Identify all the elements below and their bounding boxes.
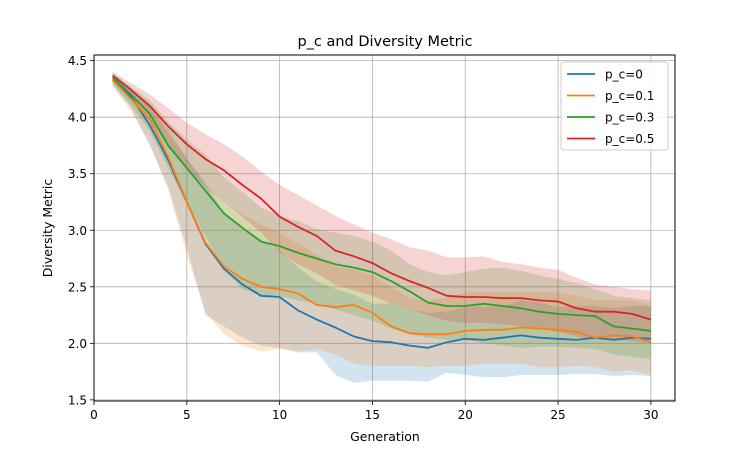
- x-tick-label: 30: [643, 408, 658, 422]
- y-tick-label: 1.5: [68, 393, 87, 407]
- y-tick-label: 4.0: [68, 111, 87, 125]
- x-tick-label: 5: [183, 408, 191, 422]
- chart-title: p_c and Diversity Metric: [297, 34, 472, 50]
- x-tick-label: 10: [272, 408, 287, 422]
- legend-label: p_c=0.3: [605, 111, 654, 125]
- line-series-2: [111, 76, 652, 332]
- y-axis-label: Diversity Metric: [40, 179, 55, 278]
- band-series-3: [112, 72, 651, 344]
- y-tick-label: 3.0: [68, 224, 87, 238]
- x-tick-label: 25: [550, 408, 565, 422]
- legend-box: [560, 61, 669, 151]
- legend-label: p_c=0.1: [605, 89, 654, 103]
- x-tick-label: 15: [365, 408, 380, 422]
- line-series-3: [112, 74, 652, 321]
- y-tick-label: 3.5: [68, 167, 87, 181]
- y-tick-label: 2.0: [68, 337, 87, 351]
- y-tick-label: 2.5: [68, 280, 87, 294]
- line-series-1: [111, 79, 652, 344]
- x-tick-label: 20: [458, 408, 473, 422]
- grid: [93, 55, 675, 401]
- axis-ticks: 0 5 10 15 20 25 30 1.5 2.0 2.5 3.0 3.5 4.0 4.5: [68, 54, 659, 422]
- x-axis-label: Generation: [350, 429, 420, 444]
- plot-frame: [93, 54, 676, 402]
- series-lines: [111, 74, 652, 349]
- legend: p_c=0 p_c=0.1 p_c=0.3 p_c=0.5: [560, 61, 669, 151]
- y-tick-label: 4.5: [68, 54, 87, 68]
- band-series-0: [112, 72, 651, 383]
- x-tick-label: 0: [90, 408, 98, 422]
- legend-label: p_c=0.5: [605, 132, 654, 146]
- legend-label: p_c=0: [605, 68, 643, 82]
- band-series-1: [112, 74, 651, 375]
